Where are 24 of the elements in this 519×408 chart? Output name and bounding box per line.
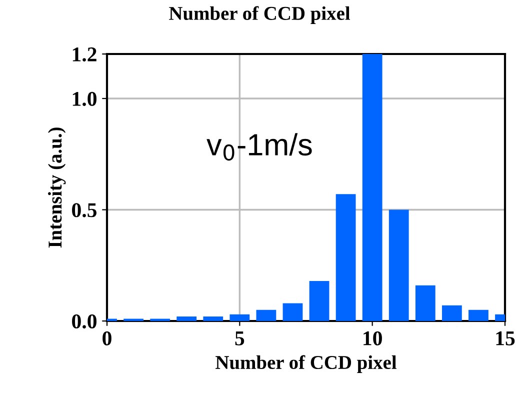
bar <box>309 280 330 321</box>
x-tick-label: 10 <box>364 331 382 346</box>
bar <box>230 314 250 321</box>
y-tick-label: 1.0 <box>72 92 96 106</box>
x-tick-label: 15 <box>496 331 515 346</box>
x-tick-label: 5 <box>235 332 244 346</box>
bar <box>442 305 462 321</box>
bar <box>176 316 197 321</box>
bar <box>362 54 382 321</box>
annotation: v$_{0}$-1m/s <box>206 133 312 161</box>
x-axis-title: Number of CCD pixel <box>216 355 396 373</box>
bar <box>256 310 276 321</box>
bar <box>203 316 224 321</box>
bar <box>415 285 436 321</box>
chart-title: Number of CCD pixel <box>169 6 350 24</box>
bar <box>282 303 303 321</box>
y-tick-label: 1.2 <box>72 47 96 62</box>
bar <box>388 210 409 321</box>
y-tick-label: 0.5 <box>72 203 97 218</box>
bar <box>336 194 356 321</box>
y-axis-title: Intensity (a.u.) <box>48 128 66 248</box>
x-tick-label: 0 <box>102 331 112 346</box>
bar <box>468 310 488 321</box>
y-tick-label: 0.0 <box>72 314 96 329</box>
